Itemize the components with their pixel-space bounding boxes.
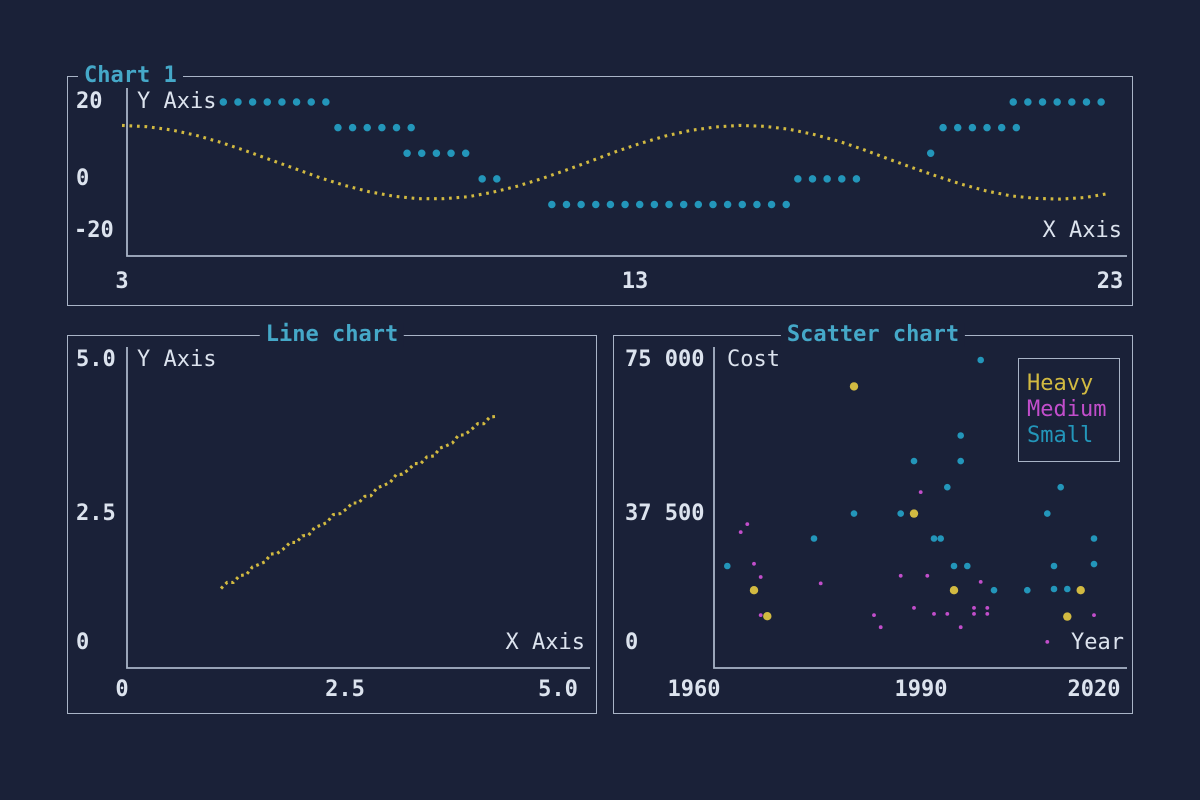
legend-item-medium: Medium bbox=[1027, 397, 1107, 422]
scatter-x-tick-1960: 1960 bbox=[667, 677, 721, 702]
line-chart-x-tick-5: 5.0 bbox=[538, 677, 578, 702]
scatter-x-axis-label: Year bbox=[1071, 630, 1124, 655]
line-chart-y-axis-label: Y Axis bbox=[137, 347, 217, 372]
line-chart-x-axis-label: X Axis bbox=[505, 630, 585, 655]
legend-item-heavy: Heavy bbox=[1027, 371, 1094, 396]
chart1-x-tick-3: 3 bbox=[115, 269, 129, 294]
chart1-x-tick-13: 13 bbox=[621, 269, 649, 294]
chart1-x-axis-label: X Axis bbox=[1042, 218, 1122, 243]
chart1-title: Chart 1 bbox=[78, 64, 183, 88]
scatter-legend: Heavy Medium Small bbox=[1018, 358, 1120, 462]
chart1-panel bbox=[67, 76, 1133, 306]
scatter-chart-title: Scatter chart bbox=[780, 323, 966, 347]
line-chart-y-tick-5: 5.0 bbox=[76, 347, 116, 372]
line-chart-y-tick-0: 0 bbox=[76, 630, 90, 655]
chart1-y-axis-label: Y Axis bbox=[137, 89, 217, 114]
line-chart-title: Line chart bbox=[259, 323, 405, 347]
scatter-x-tick-1990: 1990 bbox=[894, 677, 948, 702]
chart1-y-tick-neg20: -20 bbox=[74, 218, 114, 243]
line-chart-y-tick-2-5: 2.5 bbox=[76, 501, 116, 526]
scatter-y-tick-37500: 37 500 bbox=[625, 501, 705, 526]
scatter-y-axis-label: Cost bbox=[727, 347, 780, 372]
scatter-y-tick-0: 0 bbox=[625, 630, 639, 655]
chart1-y-tick-0: 0 bbox=[76, 166, 90, 191]
chart1-x-tick-23: 23 bbox=[1096, 269, 1124, 294]
line-chart-x-tick-0: 0 bbox=[115, 677, 129, 702]
chart1-y-tick-20: 20 bbox=[76, 89, 103, 114]
legend-item-small: Small bbox=[1027, 423, 1094, 448]
scatter-x-tick-2020: 2020 bbox=[1067, 677, 1121, 702]
scatter-y-tick-75000: 75 000 bbox=[625, 347, 705, 372]
line-chart-x-tick-2-5: 2.5 bbox=[325, 677, 365, 702]
